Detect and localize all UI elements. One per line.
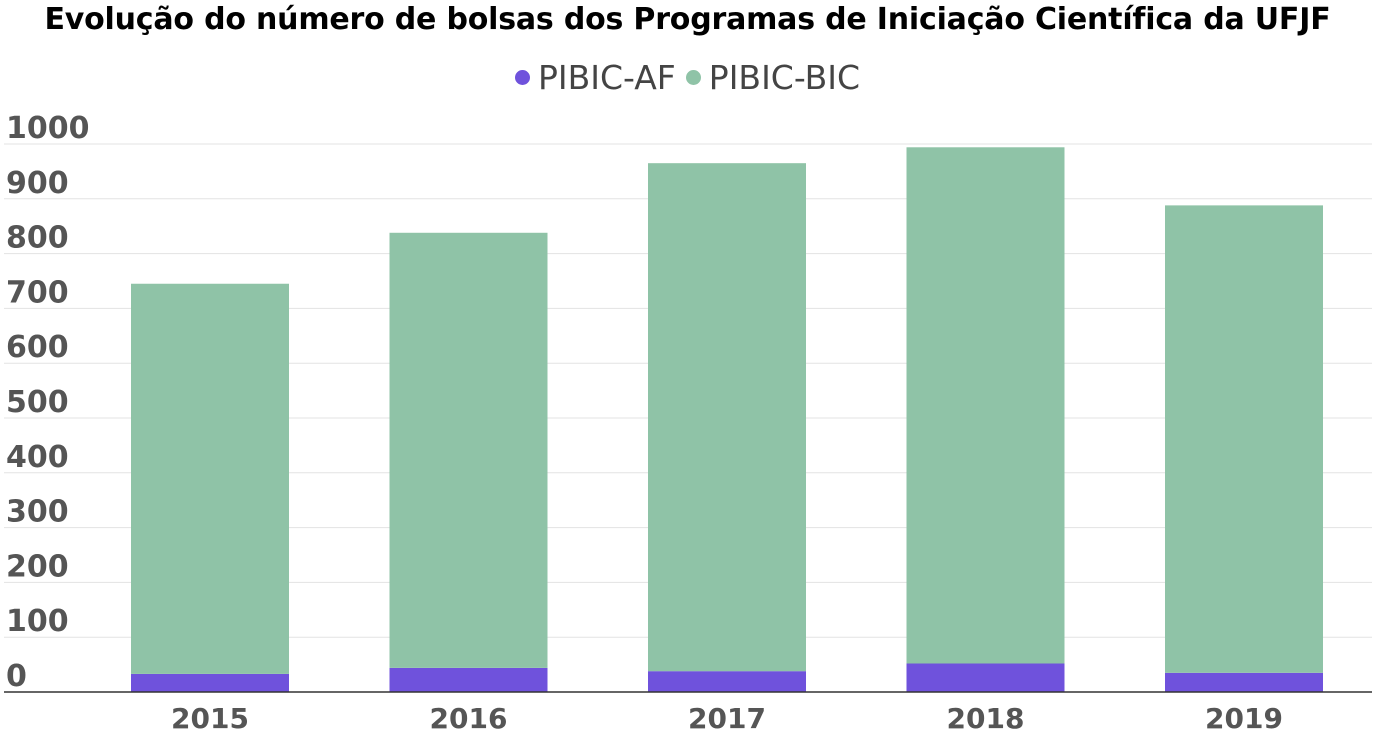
chart-title: Evolução do número de bolsas dos Program…	[44, 2, 1331, 37]
bar-pibic-af-2018	[906, 663, 1065, 692]
y-tick-label: 800	[6, 221, 69, 256]
bar-pibic-bic-2019	[1165, 205, 1323, 673]
y-tick-label: 0	[6, 659, 27, 694]
x-tick-label: 2015	[171, 702, 249, 735]
y-tick-label: 200	[6, 549, 69, 584]
legend-swatch-pibic-af	[515, 70, 530, 85]
legend-label-pibic-bic: PIBIC-BIC	[708, 58, 860, 97]
x-axis-ticks: 2015 2016 2017 2018 2019	[171, 702, 1283, 735]
bar-pibic-bic-2016	[389, 232, 548, 668]
bar-pibic-bic-2018	[906, 147, 1065, 664]
x-tick-label: 2018	[947, 702, 1025, 735]
legend-swatch-pibic-bic	[685, 70, 701, 85]
x-tick-label: 2017	[688, 702, 766, 735]
bar-pibic-af-2017	[648, 671, 806, 692]
legend-item-pibic-af: PIBIC-AF	[515, 58, 676, 97]
legend-item-pibic-bic: PIBIC-BIC	[685, 58, 860, 97]
legend-label-pibic-af: PIBIC-AF	[538, 58, 676, 97]
y-tick-label: 100	[6, 604, 69, 639]
bars	[131, 147, 1323, 692]
y-tick-label: 500	[6, 385, 69, 420]
y-tick-label: 600	[6, 330, 69, 365]
legend: PIBIC-AF PIBIC-BIC	[0, 58, 1375, 97]
y-tick-label: 300	[6, 495, 69, 530]
x-tick-label: 2019	[1205, 702, 1283, 735]
bar-pibic-af-2016	[389, 667, 548, 692]
bar-pibic-af-2015	[131, 673, 289, 692]
y-tick-label: 400	[6, 440, 69, 475]
y-tick-label: 700	[6, 275, 69, 310]
bar-pibic-af-2019	[1165, 672, 1323, 692]
bar-pibic-bic-2015	[131, 283, 289, 674]
y-axis-ticks: 0 100 200 300 400 500 600 700 800 900 1000	[6, 111, 90, 694]
y-tick-label: 900	[6, 166, 69, 201]
bar-pibic-bic-2017	[648, 163, 806, 672]
x-tick-label: 2016	[430, 702, 508, 735]
y-tick-label: 1000	[6, 111, 90, 146]
